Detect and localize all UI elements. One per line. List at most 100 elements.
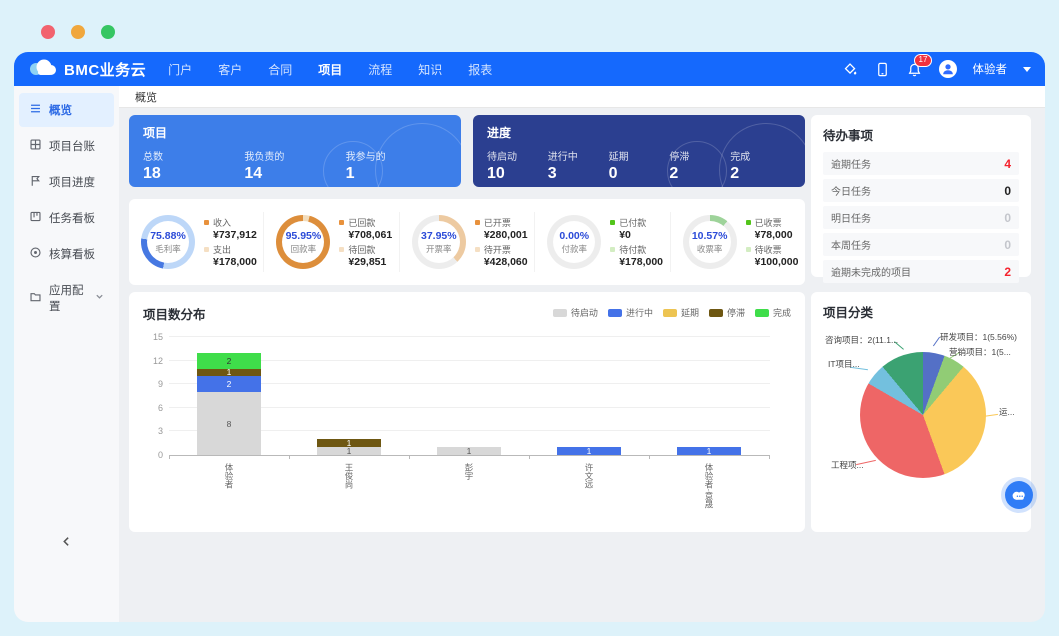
todo-row-week-tasks[interactable]: 本周任务 0	[823, 233, 1019, 256]
legend-item-完成[interactable]: 完成	[754, 306, 791, 319]
menu-icon	[29, 102, 42, 118]
bar-chart-title: 项目数分布	[143, 308, 206, 322]
sidebar-item-label: 概览	[49, 105, 72, 117]
kpi-legend: 已回款 ¥708,061 待回款 ¥29,851	[339, 216, 392, 268]
minimize-window-dot[interactable]	[71, 25, 85, 39]
gridline	[169, 359, 770, 361]
folder-icon	[29, 290, 42, 306]
user-avatar[interactable]	[938, 60, 957, 78]
todo-row-today-tasks[interactable]: 今日任务 0	[823, 179, 1019, 202]
card-title: 项目	[143, 126, 168, 140]
target-icon	[29, 246, 42, 262]
bar-segment-进行中[interactable]: 1	[557, 447, 621, 455]
kpi-group: 95.95% 回款率 已回款 ¥708,061 待回款 ¥29,851	[263, 212, 398, 272]
sidebar-item-project-ledger[interactable]: 项目台账	[19, 129, 114, 163]
user-name[interactable]: 体验者	[972, 64, 1008, 76]
flag-icon	[29, 174, 42, 190]
pie-graphic	[860, 352, 986, 478]
legend-item-待启动[interactable]: 待启动	[552, 306, 598, 319]
bar-segment-待启动[interactable]: 1	[437, 447, 501, 455]
stacked-bar-彭宇: 1	[437, 447, 501, 455]
sidebar-collapse-button[interactable]	[14, 536, 119, 550]
nav-item-customer[interactable]: 客户	[218, 62, 243, 77]
grid-icon	[29, 138, 42, 154]
bar-chart-legend: 待启动 进行中 延期 停滞 完成	[552, 306, 791, 319]
y-tick-label: 9	[157, 379, 163, 390]
bar-segment-完成[interactable]: 2	[197, 352, 261, 369]
sidebar-item-app-config[interactable]: 应用配置	[19, 273, 114, 323]
header-right: 17 体验者	[843, 54, 1031, 78]
pie-leader-line	[932, 336, 941, 347]
window-controls	[0, 0, 1059, 52]
pie-slice-label-工程项目: 工程项...	[831, 460, 864, 470]
pie-chart: 研发项目：1(5.56%) 营销项目：1(5... 运... 工程项... IT项目..…	[823, 325, 1019, 525]
close-window-dot[interactable]	[41, 25, 55, 39]
bar-segment-待启动[interactable]: 8	[197, 392, 261, 455]
y-tick-label: 3	[157, 426, 163, 437]
todo-value: 0	[1004, 210, 1011, 225]
kpi-legend-label: 支出	[213, 245, 232, 255]
bar-segment-待启动[interactable]: 1	[317, 447, 381, 455]
stat-completed: 完成 2	[730, 152, 751, 182]
kpi-group: 0.00% 付款率 已付款 ¥0 待付款 ¥178,000	[534, 212, 669, 272]
notification-bell-icon[interactable]: 17	[907, 54, 933, 77]
bar-segment-停滞[interactable]: 1	[197, 368, 261, 377]
kpi-label: 毛利率	[155, 243, 181, 254]
kpi-donut-center: 75.88% 毛利率	[147, 221, 189, 263]
kpi-legend-value: ¥178,000	[213, 256, 257, 268]
kpi-donut-center: 95.95% 回款率	[282, 221, 325, 263]
assistant-cloud-button[interactable]	[1005, 481, 1033, 509]
legend-swatch	[708, 308, 723, 317]
kpi-percent-value: 10.57%	[691, 229, 728, 242]
sidebar-item-overview[interactable]: 概览	[19, 93, 114, 127]
kpi-group: 37.95% 开票率 已开票 ¥280,001 待开票 ¥428,060	[398, 212, 534, 272]
bar-segment-进行中[interactable]: 1	[677, 447, 741, 455]
progress-summary-card: 进度 待启动 10 进行中 3	[473, 115, 805, 187]
nav-item-contract[interactable]: 合同	[268, 62, 293, 77]
sidebar-item-label: 核算看板	[49, 249, 95, 261]
user-menu-caret-icon[interactable]	[1023, 66, 1031, 72]
legend-label: 完成	[772, 308, 791, 318]
nav-item-knowledge[interactable]: 知识	[418, 62, 443, 77]
legend-item-停滞[interactable]: 停滞	[708, 306, 745, 319]
kpi-card: 75.88% 毛利率 收入 ¥737,912 支出 ¥178,000 95.95% 回款率 已回…	[129, 199, 805, 285]
app-logo[interactable]: BMC业务云	[28, 57, 146, 82]
nav-item-project[interactable]: 项目	[318, 62, 343, 77]
kpi-label: 开票率	[426, 243, 452, 254]
kpi-donut-chart: 10.57% 收票率	[682, 215, 737, 269]
nav-item-process[interactable]: 流程	[368, 62, 393, 77]
stat-owned: 我负责的 14	[244, 152, 285, 182]
theme-paint-icon[interactable]	[843, 61, 859, 77]
sidebar-item-project-progress[interactable]: 项目进度	[19, 165, 114, 199]
nav-item-portal[interactable]: 门户	[168, 62, 193, 77]
x-category-label: 体验者	[224, 463, 234, 489]
todo-row-overdue-tasks[interactable]: 逾期任务 4	[823, 152, 1019, 175]
sidebar: 概览 项目台账 项目进度	[14, 86, 119, 622]
kpi-legend-label: 待回款	[348, 245, 376, 255]
app-window: BMC业务云 门户 客户 合同 项目 流程 知识 报表	[14, 52, 1045, 622]
kpi-legend-item: 支出 ¥178,000	[204, 243, 257, 268]
tab-overview[interactable]: 概览	[135, 91, 157, 104]
sidebar-item-label: 任务看板	[49, 213, 95, 225]
card-title: 进度	[487, 126, 512, 140]
mobile-icon[interactable]	[875, 61, 891, 77]
sidebar-item-accounting-board[interactable]: 核算看板	[19, 237, 114, 271]
bar-segment-进行中[interactable]: 2	[197, 376, 261, 393]
nav-item-report[interactable]: 报表	[468, 62, 493, 77]
gridline	[169, 383, 770, 385]
maximize-window-dot[interactable]	[101, 25, 115, 39]
todo-row-tomorrow-tasks[interactable]: 明日任务 0	[823, 206, 1019, 229]
bar-segment-停滞[interactable]: 1	[317, 439, 381, 448]
legend-item-进行中[interactable]: 进行中	[607, 306, 653, 319]
sidebar-item-task-board[interactable]: 任务看板	[19, 201, 114, 235]
y-axis: 0 3 6 9 12 15	[143, 332, 169, 460]
tab-bar: 概览	[119, 86, 1045, 108]
kpi-legend-item: 待回款 ¥29,851	[339, 243, 392, 268]
todo-row-overdue-projects[interactable]: 逾期未完成的项目 2	[823, 260, 1019, 283]
kpi-percent-value: 37.95%	[421, 229, 457, 242]
kpi-legend-value: ¥100,000	[754, 256, 799, 268]
x-category-label: 彭宇	[464, 463, 474, 480]
legend-item-延期[interactable]: 延期	[662, 306, 699, 319]
